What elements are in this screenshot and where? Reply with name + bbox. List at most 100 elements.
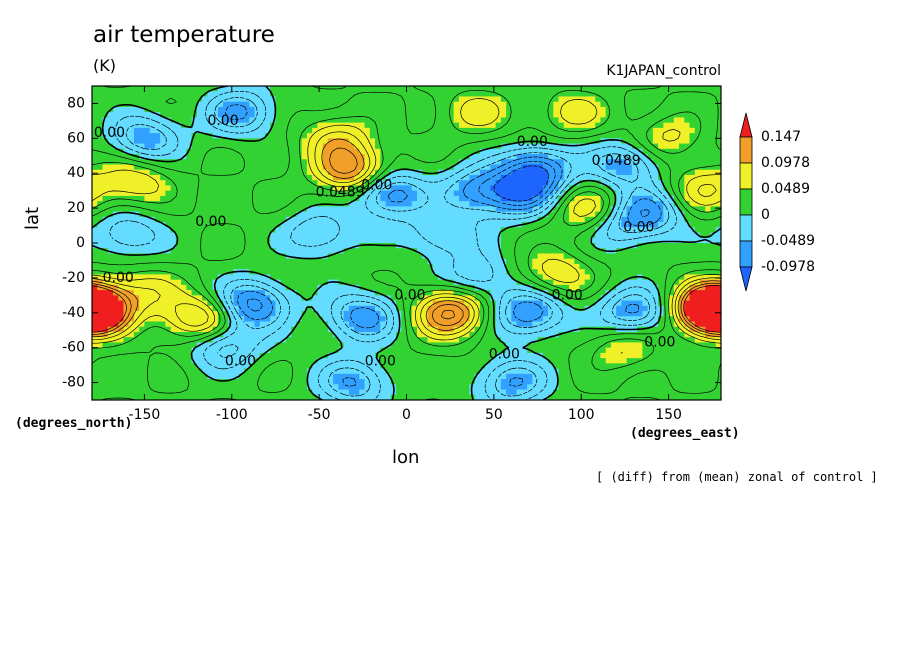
field-cell bbox=[437, 248, 444, 255]
field-cell bbox=[390, 237, 397, 244]
field-cell bbox=[223, 258, 229, 265]
field-cell bbox=[390, 201, 397, 207]
field-cell bbox=[354, 112, 360, 118]
field-cell bbox=[312, 86, 318, 92]
field-cell bbox=[170, 279, 177, 286]
field-cell bbox=[647, 190, 654, 197]
field-cell bbox=[343, 127, 350, 134]
field-cell bbox=[149, 279, 156, 286]
field-cell bbox=[317, 216, 324, 223]
field-cell bbox=[663, 86, 670, 92]
field-cell bbox=[186, 106, 193, 113]
field-cell bbox=[663, 122, 670, 129]
field-cell bbox=[296, 190, 303, 197]
field-cell bbox=[212, 138, 219, 145]
field-cell bbox=[715, 148, 721, 155]
field-cell bbox=[333, 237, 339, 244]
field-cell bbox=[92, 101, 98, 108]
field-cell bbox=[579, 112, 586, 118]
field-cell bbox=[647, 112, 654, 118]
field-cell bbox=[217, 279, 224, 286]
field-cell bbox=[663, 174, 670, 181]
field-cell bbox=[401, 216, 408, 223]
field-cell bbox=[553, 185, 560, 192]
field-cell bbox=[191, 222, 198, 228]
field-cell bbox=[542, 138, 549, 145]
field-cell bbox=[411, 101, 418, 108]
field-cell bbox=[542, 263, 549, 270]
field-cell bbox=[312, 269, 318, 275]
field-cell bbox=[474, 216, 481, 223]
field-cell bbox=[490, 91, 497, 98]
field-cell bbox=[458, 227, 465, 234]
field-cell bbox=[112, 222, 119, 228]
field-cell bbox=[500, 248, 507, 255]
field-cell bbox=[506, 106, 512, 113]
field-cell bbox=[102, 279, 109, 286]
field-cell bbox=[600, 86, 607, 92]
field-cell bbox=[296, 106, 303, 113]
field-cell bbox=[223, 211, 229, 218]
field-cell bbox=[92, 300, 98, 307]
field-cell bbox=[280, 127, 287, 134]
field-cell bbox=[679, 96, 685, 103]
field-cell bbox=[107, 211, 114, 218]
field-cell bbox=[647, 185, 654, 192]
field-cell bbox=[668, 185, 675, 192]
field-cell bbox=[558, 274, 565, 281]
field-cell bbox=[668, 180, 675, 187]
field-cell bbox=[490, 243, 497, 249]
field-cell bbox=[469, 106, 476, 113]
field-cell bbox=[317, 300, 324, 307]
field-cell bbox=[296, 243, 303, 249]
field-cell bbox=[92, 86, 98, 92]
field-cell bbox=[296, 180, 303, 187]
field-cell bbox=[605, 227, 612, 234]
field-cell bbox=[306, 86, 313, 92]
field-cell bbox=[359, 164, 366, 171]
field-cell bbox=[139, 300, 146, 307]
field-cell bbox=[196, 216, 203, 223]
field-cell bbox=[411, 243, 418, 249]
field-cell bbox=[448, 248, 455, 255]
field-cell bbox=[637, 222, 643, 228]
field-cell bbox=[390, 222, 397, 228]
field-cell bbox=[380, 101, 387, 108]
field-cell bbox=[249, 106, 256, 113]
field-cell bbox=[579, 96, 586, 103]
field-cell bbox=[479, 295, 486, 302]
field-cell bbox=[296, 91, 303, 98]
field-cell bbox=[642, 253, 649, 260]
field-cell bbox=[558, 290, 565, 296]
field-cell bbox=[610, 195, 617, 202]
field-cell bbox=[133, 195, 140, 202]
field-cell bbox=[369, 154, 376, 160]
field-cell bbox=[102, 133, 109, 139]
field-cell bbox=[474, 248, 481, 255]
field-cell bbox=[642, 154, 649, 160]
field-cell bbox=[259, 222, 266, 228]
field-cell bbox=[448, 258, 455, 265]
field-cell bbox=[186, 201, 193, 207]
field-cell bbox=[369, 143, 376, 150]
field-cell bbox=[600, 253, 607, 260]
field-cell bbox=[244, 86, 250, 92]
field-cell bbox=[605, 148, 612, 155]
field-cell bbox=[437, 96, 444, 103]
field-cell bbox=[490, 216, 497, 223]
field-cell bbox=[616, 91, 623, 98]
field-cell bbox=[616, 127, 623, 134]
field-cell bbox=[427, 148, 434, 155]
field-cell bbox=[406, 211, 413, 218]
field-cell bbox=[401, 201, 408, 207]
field-cell bbox=[259, 232, 266, 239]
field-cell bbox=[275, 274, 282, 281]
field-cell bbox=[663, 201, 670, 207]
field-cell bbox=[359, 143, 366, 150]
field-cell bbox=[170, 190, 177, 197]
field-cell bbox=[511, 290, 518, 296]
field-cell bbox=[270, 180, 277, 187]
field-cell bbox=[338, 96, 345, 103]
field-cell bbox=[128, 138, 135, 145]
field-cell bbox=[521, 143, 528, 150]
